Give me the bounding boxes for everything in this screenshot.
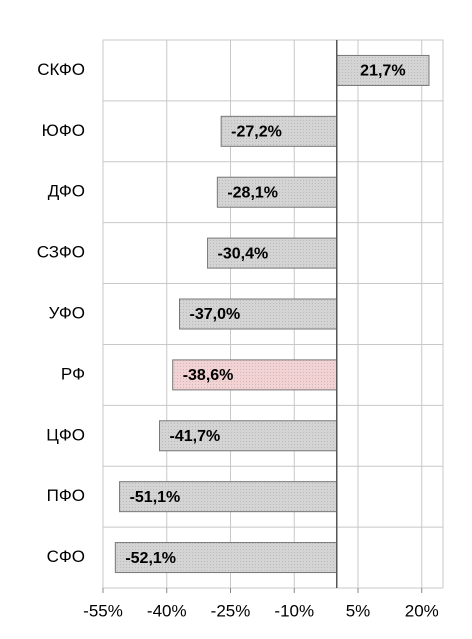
y-tick-label: СЗФО — [37, 243, 85, 262]
value-label: -51,1% — [130, 489, 181, 506]
bar-hatch — [336, 55, 429, 86]
value-label: -38,6% — [183, 367, 234, 384]
value-label: -28,1% — [227, 184, 278, 201]
value-label: -52,1% — [125, 550, 176, 567]
bar-hatch — [217, 177, 337, 208]
y-tick-label: ДФО — [48, 182, 85, 201]
x-tick-label: -10% — [274, 601, 314, 620]
y-tick-label: ПФО — [47, 486, 85, 505]
bar-hatch — [179, 299, 337, 329]
bar-hatch — [159, 420, 337, 451]
value-label: 21,7% — [360, 63, 405, 80]
y-tick-label: ЦФО — [46, 425, 85, 444]
x-tick-label: -25% — [211, 601, 251, 620]
y-tick-label: СКФО — [37, 60, 85, 79]
x-tick-label: -55% — [83, 601, 123, 620]
y-tick-label: ЮФО — [42, 121, 85, 140]
bar-hatch — [221, 116, 337, 147]
y-tick-label: УФО — [49, 303, 85, 322]
bar-hatch — [119, 481, 337, 512]
x-tick-label: 5% — [346, 601, 371, 620]
value-label: -30,4% — [218, 245, 269, 262]
bar-hatch — [207, 238, 337, 269]
x-tick-label: -40% — [147, 601, 187, 620]
y-tick-label: РФ — [61, 364, 85, 383]
bar-hatch — [172, 359, 337, 390]
x-tick-label: 20% — [405, 601, 439, 620]
y-tick-label: СФО — [47, 547, 85, 566]
value-label: -41,7% — [170, 428, 221, 445]
bar-hatch — [115, 542, 337, 573]
value-label: -27,2% — [231, 124, 282, 141]
value-label: -37,0% — [190, 306, 241, 323]
